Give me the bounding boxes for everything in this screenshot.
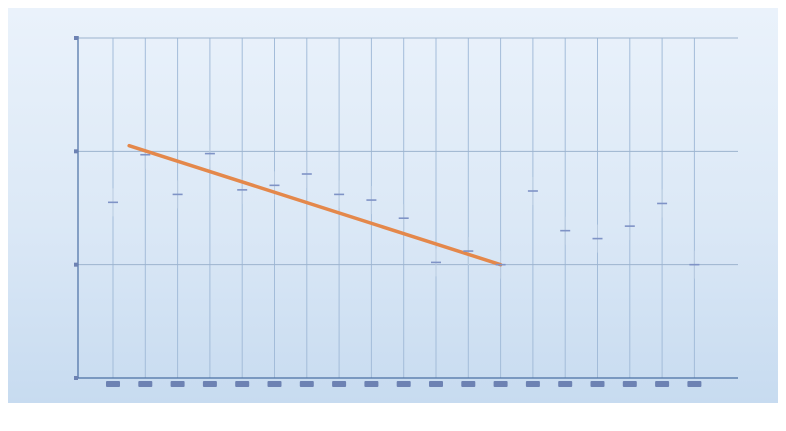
x-tick-mark xyxy=(332,381,347,387)
x-tick-mark xyxy=(590,381,605,387)
x-tick-mark xyxy=(364,381,379,387)
x-tick-mark xyxy=(202,381,217,387)
x-tick-mark xyxy=(622,381,637,387)
x-tick-mark xyxy=(461,381,476,387)
y-tick-mark xyxy=(74,262,78,267)
x-tick-mark xyxy=(493,381,508,387)
x-tick-mark xyxy=(299,381,314,387)
y-tick-mark xyxy=(74,36,78,40)
axes xyxy=(77,36,738,379)
x-tick-mark xyxy=(106,381,120,387)
scatter-chart xyxy=(74,36,738,387)
x-tick-mark xyxy=(687,381,702,387)
x-tick-labels xyxy=(106,381,702,387)
y-tick-labels xyxy=(74,36,78,380)
x-tick-mark xyxy=(429,381,443,387)
x-tick-mark xyxy=(525,381,540,387)
x-tick-mark xyxy=(396,381,411,387)
x-tick-mark xyxy=(170,381,185,387)
x-tick-mark xyxy=(138,381,153,387)
x-tick-mark xyxy=(558,381,573,387)
y-tick-mark xyxy=(74,376,78,380)
x-tick-mark xyxy=(267,381,282,387)
markers xyxy=(108,152,700,266)
trendline-layer xyxy=(127,143,503,267)
trendline xyxy=(127,143,503,267)
chart-panel xyxy=(8,8,778,403)
grid xyxy=(78,37,738,379)
x-tick-mark xyxy=(235,381,250,387)
x-tick-mark xyxy=(655,381,670,387)
y-tick-mark xyxy=(74,149,78,154)
